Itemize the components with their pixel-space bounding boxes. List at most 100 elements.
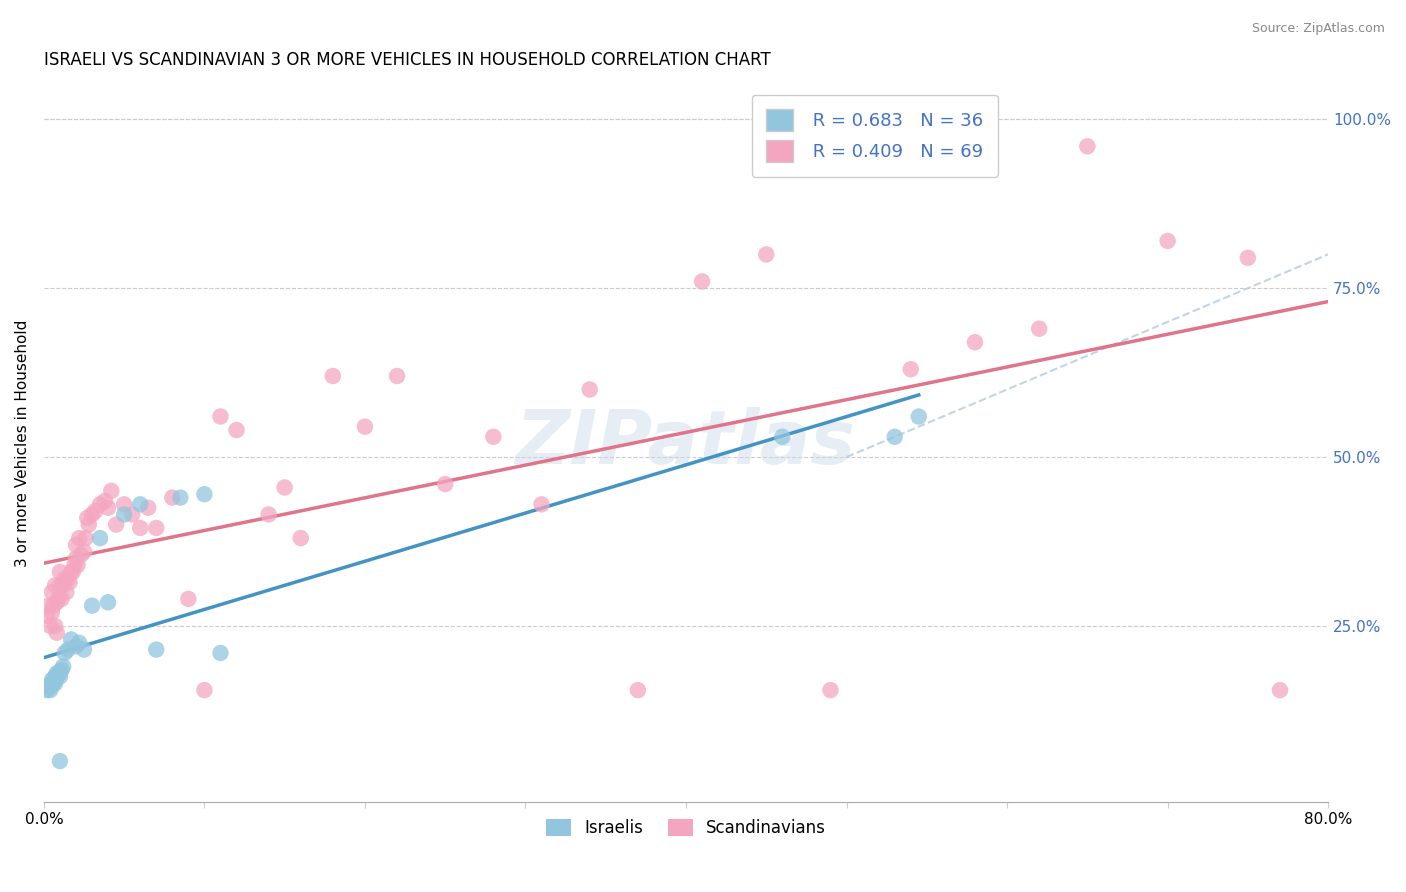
Point [89,531,111,545]
Point [1076,139,1098,153]
Point [80,599,103,613]
Point [145,521,167,535]
Point [73,544,96,558]
Point [94,494,117,508]
Point [209,646,232,660]
Point [65,639,87,653]
Point [193,683,215,698]
Point [209,409,232,424]
Point [1237,251,1260,265]
Point [45,670,67,684]
Point [482,430,505,444]
Point [60,565,83,579]
Point [770,430,793,444]
Point [225,423,247,437]
Point [97,500,120,515]
Point [38,680,60,694]
Point [39,680,62,694]
Point [56,572,79,586]
Point [44,670,66,684]
Point [39,683,62,698]
Point [41,676,63,690]
Point [41,585,63,599]
Point [162,491,184,505]
Point [434,477,457,491]
Point [105,517,128,532]
Point [63,558,86,573]
Point [51,591,73,606]
Point [627,683,650,698]
Point [907,409,929,424]
Point [39,619,62,633]
Point [820,683,842,698]
Point [273,480,295,494]
Point [44,676,66,690]
Point [73,642,96,657]
Point [35,683,58,698]
Point [52,578,75,592]
Point [49,565,72,579]
Point [66,558,89,573]
Text: ISRAELI VS SCANDINAVIAN 3 OR MORE VEHICLES IN HOUSEHOLD CORRELATION CHART: ISRAELI VS SCANDINAVIAN 3 OR MORE VEHICL… [44,51,770,69]
Point [77,517,100,532]
Point [76,511,98,525]
Point [51,663,73,677]
Point [883,430,905,444]
Point [530,497,553,511]
Point [290,531,312,545]
Point [45,595,67,609]
Point [145,642,167,657]
Point [49,665,72,679]
Point [67,636,90,650]
Point [1156,234,1178,248]
Text: Source: ZipAtlas.com: Source: ZipAtlas.com [1251,22,1385,36]
Point [193,487,215,501]
Point [65,551,87,566]
Point [169,491,191,505]
Point [112,508,135,522]
Point [38,599,60,613]
Point [84,504,107,518]
Point [55,585,77,599]
Point [41,673,63,687]
Point [80,508,103,522]
Point [49,578,72,592]
Point [75,531,97,545]
Point [67,531,90,545]
Point [354,419,377,434]
Point [53,646,76,660]
Point [177,591,200,606]
Point [52,659,75,673]
Point [42,676,65,690]
Point [963,335,986,350]
Point [100,483,122,498]
Point [385,369,408,384]
Point [129,497,152,511]
Point [97,595,120,609]
Point [322,369,344,384]
Point [129,521,152,535]
Point [578,383,600,397]
Point [58,574,80,589]
Point [89,497,111,511]
Point [121,508,143,522]
Point [755,247,778,261]
Point [60,632,83,647]
Point [41,606,63,620]
Point [690,274,713,288]
Text: ZIPatlas: ZIPatlas [516,407,856,480]
Point [49,754,72,768]
Point [62,565,84,579]
Point [45,666,67,681]
Point [35,608,58,623]
Point [56,642,79,657]
Point [1268,683,1291,698]
Point [46,667,69,681]
Point [65,538,87,552]
Point [257,508,280,522]
Point [45,625,67,640]
Point [46,591,69,606]
Point [42,599,65,613]
Point [1028,322,1050,336]
Point [112,497,135,511]
